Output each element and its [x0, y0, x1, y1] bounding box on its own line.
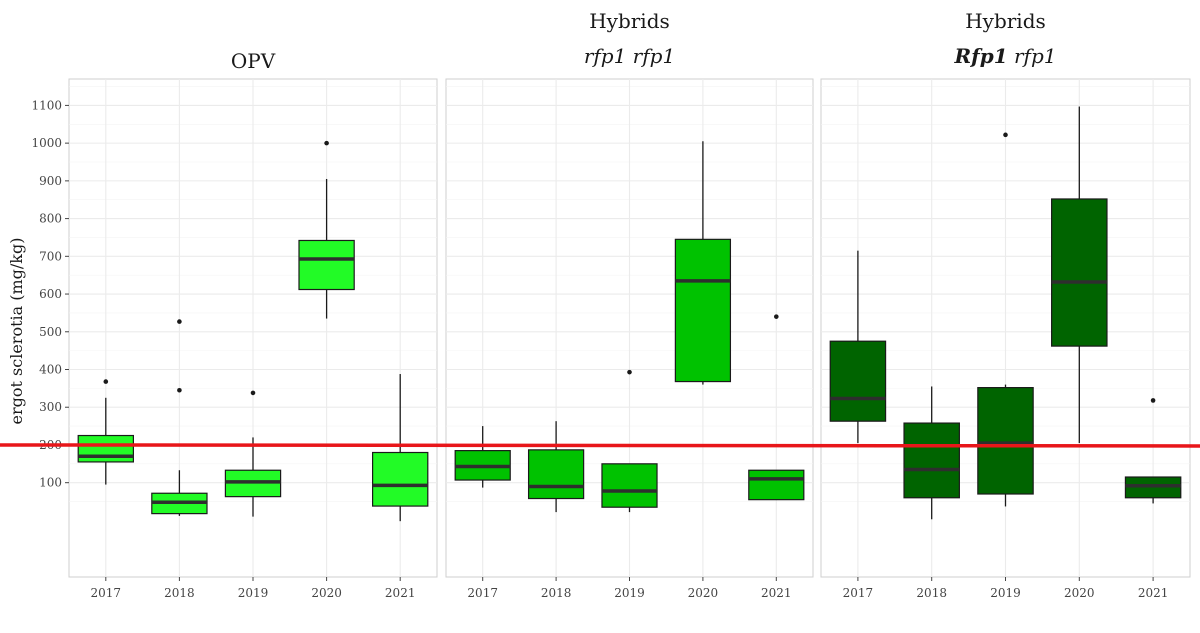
box-2017-panel-2	[454, 426, 511, 488]
y-tick-label: 100	[39, 476, 62, 490]
box-2020-panel-2	[674, 141, 732, 385]
y-tick-label: 300	[39, 400, 62, 414]
x-tick-label: 2020	[1064, 586, 1095, 600]
x-tick-label: 2021	[1138, 586, 1169, 600]
x-tick-label: 2017	[467, 586, 498, 600]
y-tick-label: 700	[39, 249, 62, 263]
strip-label-part: Hybrids	[965, 9, 1046, 33]
outlier-point	[103, 379, 109, 384]
box-body	[298, 239, 355, 291]
box-body	[601, 463, 658, 508]
box-2021-panel-1	[372, 374, 429, 522]
box-2021-panel-3	[1124, 398, 1182, 504]
x-tick-label: 2019	[990, 586, 1021, 600]
panel-3-strip-label-2: Rfp1 rfp1	[954, 44, 1057, 68]
box-body	[1051, 198, 1108, 347]
axes-layer: 2017 2018 2019 2020 2021 2017 2018 2019 2020 2021…	[31, 98, 1168, 600]
box-2020-panel-1	[298, 140, 355, 319]
box-2017-panel-3	[829, 250, 887, 444]
strip-label-part: rfp1 rfp1	[584, 44, 675, 68]
panel-3-strip-label-1: Hybrids	[965, 9, 1046, 33]
outlier-point	[324, 140, 329, 146]
x-tick-label: 2020	[688, 586, 719, 600]
y-tick-label: 900	[39, 174, 62, 188]
x-tick-label: 2021	[761, 586, 792, 600]
threshold-layer	[0, 443, 1200, 448]
box-body	[527, 449, 585, 500]
x-tick-label: 2021	[385, 586, 416, 600]
y-tick-label: 1100	[31, 98, 62, 112]
box-2018-panel-3	[903, 386, 960, 520]
box-2021-panel-2	[748, 314, 805, 501]
y-axis-label: ergot sclerotia (mg/kg)	[7, 238, 26, 425]
x-tick-label: 2018	[164, 586, 195, 600]
box-2017-panel-1	[77, 379, 134, 485]
grid-layer	[68, 78, 1191, 578]
strip-label-part: Rfp1	[954, 44, 1008, 68]
outlier-point	[177, 387, 182, 393]
y-tick-label: 400	[39, 363, 62, 377]
box-2019-panel-1	[224, 390, 282, 517]
outlier-point	[1150, 398, 1156, 403]
box-2018-panel-1	[151, 319, 208, 516]
y-tick-label: 500	[39, 325, 62, 339]
x-tick-label: 2017	[843, 586, 874, 600]
box-2019-panel-3	[977, 132, 1034, 507]
box-body	[748, 469, 805, 501]
threshold-line-200	[0, 443, 1200, 448]
x-tick-label: 2019	[238, 586, 269, 600]
y-tick-label: 1000	[31, 136, 62, 150]
box-body	[903, 422, 960, 499]
y-tick-label: 600	[39, 287, 62, 301]
box-2019-panel-2	[601, 369, 658, 513]
strip-label-part: Hybrids	[589, 9, 670, 33]
y-tick-label: 800	[39, 212, 62, 226]
outlier-point	[177, 319, 182, 324]
panel-2-strip-label-2: rfp1 rfp1	[584, 44, 675, 68]
x-tick-label: 2017	[91, 586, 122, 600]
x-tick-label: 2020	[311, 586, 342, 600]
outlier-point	[1003, 132, 1008, 138]
x-tick-label: 2019	[614, 586, 645, 600]
box-body	[372, 451, 429, 507]
strip-label-part: rfp1	[1008, 44, 1057, 68]
strip-labels-layer: OPV Hybrids rfp1 rfp1 Hybrids Rfp1 rfp1	[231, 9, 1057, 73]
box-body	[829, 340, 887, 422]
box-body	[674, 238, 732, 383]
box-2018-panel-2	[527, 421, 585, 513]
outlier-point	[250, 390, 256, 396]
panel-2-strip-label-1: Hybrids	[589, 9, 670, 33]
box-2020-panel-3	[1051, 106, 1108, 444]
outlier-point	[774, 314, 779, 319]
panel-1-strip-label-1: OPV	[231, 49, 276, 73]
x-tick-label: 2018	[541, 586, 572, 600]
x-tick-label: 2018	[916, 586, 947, 600]
box-body	[977, 387, 1034, 495]
marks-layer	[77, 106, 1182, 522]
outlier-point	[627, 369, 632, 375]
strip-label-part: OPV	[231, 49, 276, 73]
